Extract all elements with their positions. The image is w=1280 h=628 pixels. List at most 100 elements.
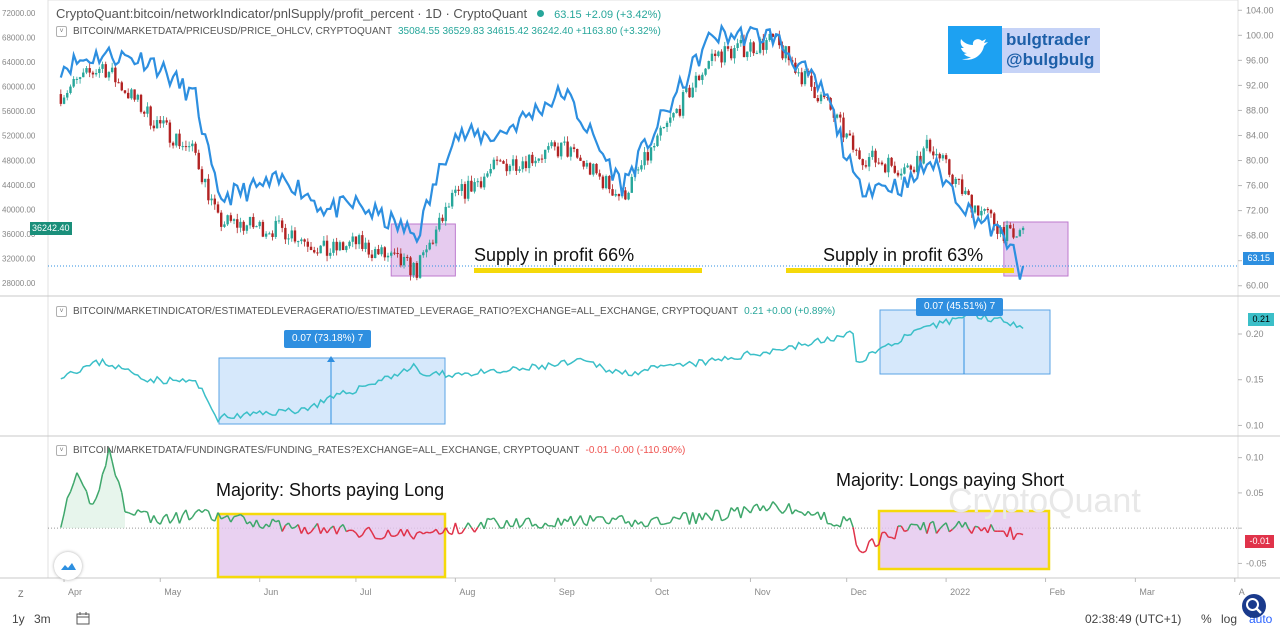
candle-body: [960, 179, 964, 194]
funding-rate-segment: [656, 516, 662, 525]
candle-body: [184, 146, 188, 148]
funding-rate-segment: [528, 517, 533, 527]
funding-pane-header[interactable]: ˅ BITCOIN/MARKETDATA/FUNDINGRATES/FUNDING…: [56, 445, 685, 456]
funding-rate-segment: [685, 512, 691, 525]
candle-body: [94, 72, 98, 75]
live-dot: [537, 10, 545, 17]
funding-rate-segment: [79, 478, 84, 487]
candle-body: [505, 163, 508, 172]
y-tick-label-right: 100.00: [1246, 30, 1274, 40]
funding-rate-segment: [72, 472, 78, 484]
funding-rate-segment: [955, 520, 960, 527]
candle-body: [976, 205, 980, 216]
funding-rate-segment: [272, 518, 277, 523]
candle-body: [810, 75, 813, 87]
clock-readout[interactable]: 02:38:49 (UTC+1): [1085, 612, 1182, 626]
funding-rate-segment: [525, 517, 530, 520]
leverage-ratio-line: [60, 311, 1024, 424]
search-icon[interactable]: [1242, 594, 1266, 618]
price-pane-values: 35084.55 36529.83 34615.42 36242.40 +116…: [397, 26, 661, 38]
candle-body: [694, 75, 698, 88]
price-pane-header[interactable]: ˅ BITCOIN/MARKETDATA/PRICEUSD/PRICE_OHLCV…: [56, 26, 661, 37]
percent-toggle[interactable]: %: [1201, 612, 1212, 626]
funding-rate-segment: [69, 482, 75, 493]
funding-rate-segment: [1003, 530, 1008, 538]
y-tick-label-left: 44000.00: [2, 181, 36, 190]
candle-body: [518, 169, 521, 171]
candle-body: [537, 158, 540, 161]
funding-rate-segment: [384, 529, 389, 538]
funding-rate-segment: [875, 544, 880, 548]
calendar-icon[interactable]: [76, 612, 90, 628]
funding-rate-segment: [612, 517, 617, 521]
log-toggle[interactable]: log: [1221, 612, 1238, 626]
candle-body: [540, 158, 544, 160]
candle-body: [566, 141, 569, 157]
tradingview-logo[interactable]: [54, 552, 82, 580]
funding-rate-segment: [1019, 532, 1024, 536]
funding-rate-segment: [422, 531, 427, 535]
annotation-longs-paying-short: Majority: Longs paying Short: [836, 470, 1065, 490]
chevron-down-icon[interactable]: ˅: [56, 445, 67, 456]
funding-rate-segment: [980, 526, 986, 532]
candle-body: [486, 173, 489, 177]
candle-body: [431, 242, 435, 244]
candle-body: [900, 173, 903, 176]
funding-rate-segment: [618, 514, 623, 518]
candle-body: [479, 181, 483, 188]
funding-rate-segment: [473, 526, 479, 533]
candle-body: [989, 210, 993, 214]
yellow-underline: [474, 268, 702, 273]
funding-rate-segment: [188, 516, 193, 521]
funding-rate-segment: [798, 510, 803, 514]
funding-rate-segment: [140, 510, 145, 513]
highlight-box-purple: [390, 223, 456, 277]
funding-rate-segment: [439, 532, 443, 535]
funding-rate-segment: [342, 524, 347, 532]
funding-rate-segment: [316, 523, 322, 534]
funding-rate-segment: [506, 519, 511, 527]
x-tick-label: Nov: [754, 587, 771, 597]
funding-rate-segment: [214, 512, 219, 522]
funding-rate-segment: [98, 474, 104, 491]
funding-rate-segment: [153, 515, 158, 523]
funding-rate-segment: [191, 511, 197, 518]
chart-title[interactable]: CryptoQuant:bitcoin/networkIndicator/pnl…: [56, 6, 661, 21]
y-tick-label-left: 40000.00: [2, 205, 36, 214]
funding-rate-segment: [817, 511, 822, 520]
chevron-down-icon[interactable]: ˅: [56, 26, 67, 37]
candle-body: [280, 220, 284, 228]
candle-body: [922, 148, 925, 164]
funding-rate-segment: [698, 512, 703, 521]
candle-body: [556, 146, 560, 157]
x-tick-label: Oct: [655, 587, 670, 597]
price-last-value-label: 36242.40: [30, 222, 72, 235]
candle-body: [239, 221, 242, 228]
leverage-pane-values: 0.21 +0.00 (+0.89%): [744, 306, 836, 318]
funding-rate-segment: [236, 513, 241, 517]
candle-body: [665, 122, 669, 127]
candle-body: [175, 133, 178, 146]
candle-body: [284, 227, 287, 240]
funding-rate-segment: [89, 502, 94, 505]
candle-body: [669, 117, 672, 123]
funding-rate-segment: [165, 513, 171, 524]
candle-body: [839, 114, 842, 118]
candle-body: [912, 169, 916, 173]
funding-rate-segment: [66, 491, 72, 499]
chevron-down-icon[interactable]: ˅: [56, 306, 67, 317]
funding-rate-segment: [300, 526, 306, 534]
leverage-pane-header[interactable]: ˅ BITCOIN/MARKETINDICATOR/ESTIMATEDLEVERA…: [56, 306, 835, 317]
interval-3m-button[interactable]: 3m: [34, 612, 51, 626]
annotation-supply-66: Supply in profit 66%: [474, 245, 635, 265]
candle-body: [944, 155, 948, 160]
candle-body: [409, 257, 412, 276]
candle-body: [104, 64, 107, 78]
funding-rate-segment: [195, 509, 200, 513]
candle-body: [630, 176, 633, 193]
range-1y-button[interactable]: 1y: [12, 612, 25, 626]
funding-rate-segment: [762, 505, 768, 512]
funding-rate-segment: [640, 521, 646, 528]
candle-body: [720, 51, 723, 63]
candle-body: [707, 61, 710, 69]
